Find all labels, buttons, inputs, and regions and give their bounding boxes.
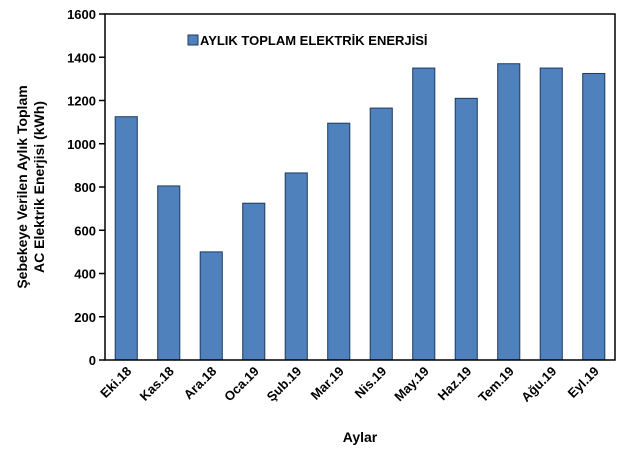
y-tick-label: 400 (74, 267, 96, 282)
y-tick-label: 1200 (67, 94, 96, 109)
x-tick-label: Mar.19 (308, 364, 347, 403)
bar (539, 67, 563, 361)
bar (454, 97, 478, 361)
y-tick-label: 800 (74, 180, 96, 195)
y-tick-label: 1000 (67, 137, 96, 152)
y-tick-label: 0 (89, 353, 96, 368)
bar (199, 251, 223, 361)
y-tick-label: 1400 (67, 50, 96, 65)
y-tick-label: 1600 (67, 7, 96, 22)
x-tick-label: Şub.19 (264, 364, 305, 405)
legend-swatch (187, 34, 199, 46)
x-tick-label: Ağu.19 (518, 364, 559, 405)
y-tick-label: 600 (74, 223, 96, 238)
x-tick-label: Eyl.19 (565, 364, 602, 401)
x-tick-label: Oca.19 (221, 364, 262, 405)
x-tick-label: Haz.19 (435, 364, 475, 404)
y-tick-label: 200 (74, 310, 96, 325)
legend-label: AYLIK TOPLAM ELEKTRİK ENERJİSİ (200, 33, 428, 48)
x-tick-label: May.19 (391, 364, 432, 405)
bar (582, 72, 606, 361)
bar (114, 116, 138, 361)
bar (284, 172, 308, 361)
bar (157, 185, 181, 361)
x-axis-label: Aylar (343, 429, 378, 445)
y-axis-label: AC Elektrik Enerjisi (kWh) (31, 101, 47, 273)
bar (242, 202, 266, 361)
y-axis-label: Şebekeye Verilen Aylık Toplam (14, 85, 30, 288)
x-tick-label: Kas.18 (137, 364, 177, 404)
x-tick-label: Eki.18 (97, 364, 134, 401)
x-tick-label: Tem.19 (475, 364, 517, 406)
bar (412, 67, 436, 361)
x-tick-label: Nis.19 (352, 364, 390, 402)
legend: AYLIK TOPLAM ELEKTRİK ENERJİSİ (187, 33, 428, 48)
bar (497, 63, 521, 361)
plot-frame (104, 13, 616, 361)
bar (369, 107, 393, 361)
bar (327, 122, 351, 361)
x-tick-label: Ara.18 (181, 364, 220, 403)
